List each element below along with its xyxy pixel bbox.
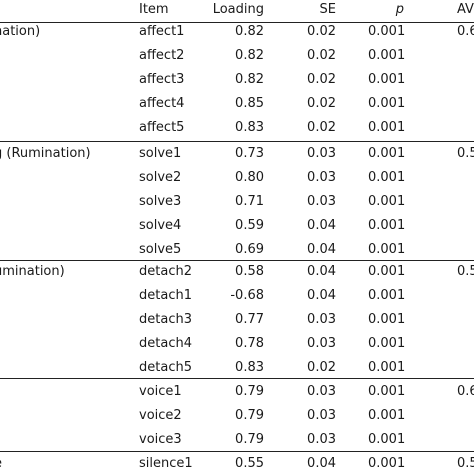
se-cell: 0.03 bbox=[307, 194, 336, 209]
loading-cell: 0.82 bbox=[235, 72, 264, 87]
item-cell: affect5 bbox=[139, 120, 185, 135]
col-header-item: Item bbox=[139, 2, 169, 17]
se-cell: 0.02 bbox=[307, 48, 336, 63]
item-cell: voice3 bbox=[139, 432, 182, 447]
p-cell: 0.001 bbox=[368, 432, 406, 447]
se-cell: 0.03 bbox=[307, 312, 336, 327]
p-cell: 0.001 bbox=[368, 194, 406, 209]
loading-cell: 0.59 bbox=[235, 218, 264, 233]
p-cell: 0.001 bbox=[368, 24, 406, 39]
ave-cell: 0.6 bbox=[457, 384, 474, 399]
loading-cell: 0.77 bbox=[235, 312, 264, 327]
p-cell: 0.001 bbox=[368, 456, 406, 471]
loading-cell: 0.55 bbox=[235, 456, 264, 471]
p-cell: 0.001 bbox=[368, 408, 406, 423]
item-cell: voice2 bbox=[139, 408, 182, 423]
loading-cell: 0.73 bbox=[235, 146, 264, 161]
item-cell: detach5 bbox=[139, 360, 192, 375]
item-cell: detach1 bbox=[139, 288, 192, 303]
group-divider-detach bbox=[0, 378, 474, 379]
se-cell: 0.04 bbox=[307, 242, 336, 257]
loading-cell: 0.79 bbox=[235, 384, 264, 399]
item-cell: solve2 bbox=[139, 170, 182, 185]
ave-cell: 0.5 bbox=[457, 264, 474, 279]
ave-cell: 0.5 bbox=[457, 456, 474, 471]
se-cell: 0.03 bbox=[307, 170, 336, 185]
p-cell: 0.001 bbox=[368, 72, 406, 87]
item-cell: solve3 bbox=[139, 194, 182, 209]
p-cell: 0.001 bbox=[368, 360, 406, 375]
se-cell: 0.04 bbox=[307, 456, 336, 471]
se-cell: 0.03 bbox=[307, 384, 336, 399]
loading-cell: 0.85 bbox=[235, 96, 264, 111]
loading-cell: 0.79 bbox=[235, 408, 264, 423]
factor-label-affective: nation) bbox=[0, 24, 41, 39]
loading-cell: 0.78 bbox=[235, 336, 264, 351]
item-cell: detach4 bbox=[139, 336, 192, 351]
se-cell: 0.04 bbox=[307, 288, 336, 303]
col-header-p: p bbox=[395, 2, 404, 17]
loading-cell: 0.80 bbox=[235, 170, 264, 185]
se-cell: 0.04 bbox=[307, 264, 336, 279]
se-cell: 0.02 bbox=[307, 24, 336, 39]
loading-cell: 0.83 bbox=[235, 360, 264, 375]
col-header-se: SE bbox=[319, 2, 336, 17]
item-cell: affect2 bbox=[139, 48, 185, 63]
se-cell: 0.03 bbox=[307, 408, 336, 423]
p-cell: 0.001 bbox=[368, 170, 406, 185]
item-cell: solve4 bbox=[139, 218, 182, 233]
item-cell: voice1 bbox=[139, 384, 182, 399]
item-cell: detach3 bbox=[139, 312, 192, 327]
p-cell: 0.001 bbox=[368, 48, 406, 63]
loading-cell: 0.79 bbox=[235, 432, 264, 447]
p-cell: 0.001 bbox=[368, 384, 406, 399]
col-header-ave: AV bbox=[457, 2, 474, 17]
group-divider-affective bbox=[0, 141, 474, 142]
col-header-loading: Loading bbox=[212, 2, 264, 17]
factor-label-problem-solving: g (Rumination) bbox=[0, 146, 91, 161]
group-divider-solve bbox=[0, 260, 474, 261]
p-cell: 0.001 bbox=[368, 146, 406, 161]
se-cell: 0.02 bbox=[307, 72, 336, 87]
se-cell: 0.02 bbox=[307, 120, 336, 135]
loading-cell: 0.58 bbox=[235, 264, 264, 279]
ave-cell: 0.6 bbox=[457, 24, 474, 39]
item-cell: silence1 bbox=[139, 456, 193, 471]
p-cell: 0.001 bbox=[368, 312, 406, 327]
item-cell: solve1 bbox=[139, 146, 182, 161]
item-cell: affect3 bbox=[139, 72, 185, 87]
item-cell: solve5 bbox=[139, 242, 182, 257]
item-cell: affect4 bbox=[139, 96, 185, 111]
se-cell: 0.03 bbox=[307, 336, 336, 351]
loading-cell: 0.71 bbox=[235, 194, 264, 209]
factor-label-detachment: umination) bbox=[0, 264, 65, 279]
p-cell: 0.001 bbox=[368, 96, 406, 111]
loading-cell: 0.69 bbox=[235, 242, 264, 257]
p-cell: 0.001 bbox=[368, 120, 406, 135]
item-cell: detach2 bbox=[139, 264, 192, 279]
se-cell: 0.02 bbox=[307, 360, 336, 375]
loading-cell: 0.82 bbox=[235, 24, 264, 39]
ave-cell: 0.5 bbox=[457, 146, 474, 161]
p-cell: 0.001 bbox=[368, 242, 406, 257]
se-cell: 0.04 bbox=[307, 218, 336, 233]
p-cell: 0.001 bbox=[368, 218, 406, 233]
header-divider bbox=[0, 22, 474, 23]
loading-cell: -0.68 bbox=[230, 288, 264, 303]
se-cell: 0.02 bbox=[307, 96, 336, 111]
loading-cell: 0.82 bbox=[235, 48, 264, 63]
item-cell: affect1 bbox=[139, 24, 185, 39]
p-cell: 0.001 bbox=[368, 264, 406, 279]
factor-label-silence: e bbox=[0, 456, 2, 472]
se-cell: 0.03 bbox=[307, 432, 336, 447]
se-cell: 0.03 bbox=[307, 146, 336, 161]
group-divider-voice bbox=[0, 451, 474, 452]
p-cell: 0.001 bbox=[368, 288, 406, 303]
loading-cell: 0.83 bbox=[235, 120, 264, 135]
p-cell: 0.001 bbox=[368, 336, 406, 351]
